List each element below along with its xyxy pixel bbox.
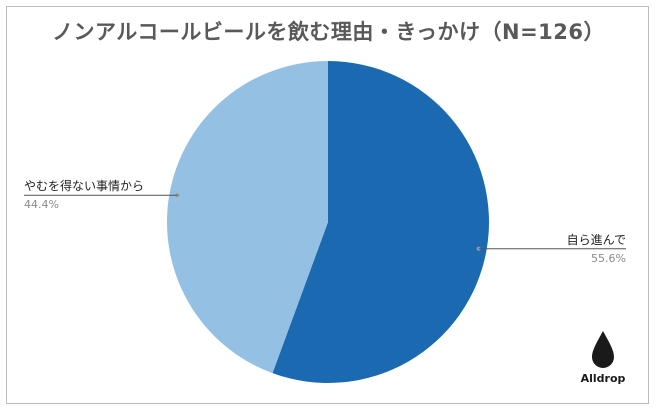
water-drop-icon	[592, 331, 614, 368]
pie-slices	[166, 60, 489, 383]
slice-percent-0: 55.6%	[591, 252, 626, 265]
logo-text: Alldrop	[581, 372, 626, 385]
slice-label-0: 自ら進んで	[567, 233, 626, 247]
pie-slice-1	[166, 60, 328, 374]
pie-labels: 自ら進んで 55.6% やむを得ない事情から 44.4%	[24, 178, 626, 265]
chart-title: ノンアルコールビールを飲む理由・きっかけ（N=126）	[51, 20, 606, 44]
slice-percent-1: 44.4%	[24, 198, 59, 211]
slice-label-1: やむを得ない事情から	[24, 178, 144, 193]
logo: Alldrop	[581, 331, 626, 385]
pie-slice-0	[272, 61, 489, 383]
